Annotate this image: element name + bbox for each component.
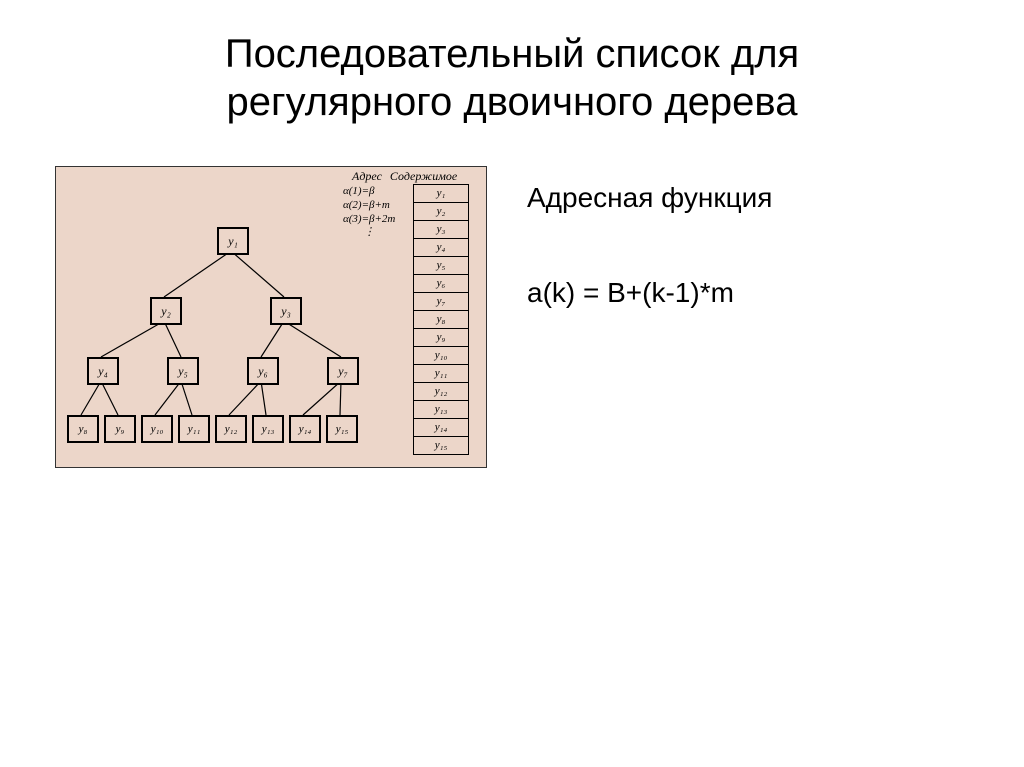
address-function-formula: a(k) = B+(k-1)*m — [527, 271, 772, 316]
tree-node: y₁₅ — [326, 415, 358, 443]
tree-edge — [164, 321, 181, 357]
tree-node: y₈ — [67, 415, 99, 443]
table-cell: y₁₀ — [414, 347, 468, 365]
table-cell: y₂ — [414, 203, 468, 221]
title-line-1: Последовательный список для — [225, 32, 799, 76]
tree-node: y₁₂ — [215, 415, 247, 443]
tree-node: y₁₄ — [289, 415, 321, 443]
table-cell: y₃ — [414, 221, 468, 239]
tree-edge — [303, 381, 341, 415]
tree-edge — [164, 251, 231, 297]
tree-node: y₃ — [270, 297, 302, 325]
tree-edge — [181, 381, 192, 415]
tree-node: y₂ — [150, 297, 182, 325]
tree-edge — [261, 321, 284, 357]
table-cell: y₁₂ — [414, 383, 468, 401]
tree-node: y₇ — [327, 357, 359, 385]
title-line-2: регулярного двоичного дерева — [227, 80, 798, 124]
table-cell: y₇ — [414, 293, 468, 311]
table-cell: y₉ — [414, 329, 468, 347]
table-cell: y₁₅ — [414, 437, 468, 454]
address-function-label: Адресная функция — [527, 176, 772, 221]
tree-edge — [340, 381, 341, 415]
tree-node: y₉ — [104, 415, 136, 443]
tree-node: y₅ — [167, 357, 199, 385]
tree-node: y₁ — [217, 227, 249, 255]
tree-node: y₁₀ — [141, 415, 173, 443]
tree-edge — [155, 381, 181, 415]
table-cell: y₁ — [414, 185, 468, 203]
tree-edge — [229, 381, 261, 415]
slide: Последовательный список для регулярного … — [0, 0, 1024, 767]
diagram: Адрес Содержимое α(1)=β α(2)=β+m α(3)=β+… — [55, 166, 487, 468]
right-text: Адресная функция a(k) = B+(k-1)*m — [527, 176, 772, 468]
page-title: Последовательный список для регулярного … — [0, 0, 1024, 126]
tree-node: y₁₃ — [252, 415, 284, 443]
tree-node: y₁₁ — [178, 415, 210, 443]
table-cell: y₆ — [414, 275, 468, 293]
table-cell: y₁₄ — [414, 419, 468, 437]
content-row: Адрес Содержимое α(1)=β α(2)=β+m α(3)=β+… — [0, 166, 1024, 468]
tree-edge — [101, 381, 118, 415]
tree-edge — [231, 251, 284, 297]
tree-edge — [284, 321, 341, 357]
tree-edge — [261, 381, 266, 415]
memory-table: y₁y₂y₃y₄y₅y₆y₇y₈y₉y₁₀y₁₁y₁₂y₁₃y₁₄y₁₅ — [413, 184, 469, 455]
table-cell: y₅ — [414, 257, 468, 275]
table-cell: y₈ — [414, 311, 468, 329]
table-cell: y₁₁ — [414, 365, 468, 383]
binary-tree: y₁ y₂ y₃ y₄ y₅ y₆ y₇ y₈y₉y₁₀y₁₁y₁₂y₁₃y₁₄y₁₅ — [56, 167, 416, 467]
tree-node: y₆ — [247, 357, 279, 385]
tree-node: y₄ — [87, 357, 119, 385]
tree-edge — [81, 381, 101, 415]
table-cell: y₄ — [414, 239, 468, 257]
tree-edge — [101, 321, 164, 357]
table-cell: y₁₃ — [414, 401, 468, 419]
